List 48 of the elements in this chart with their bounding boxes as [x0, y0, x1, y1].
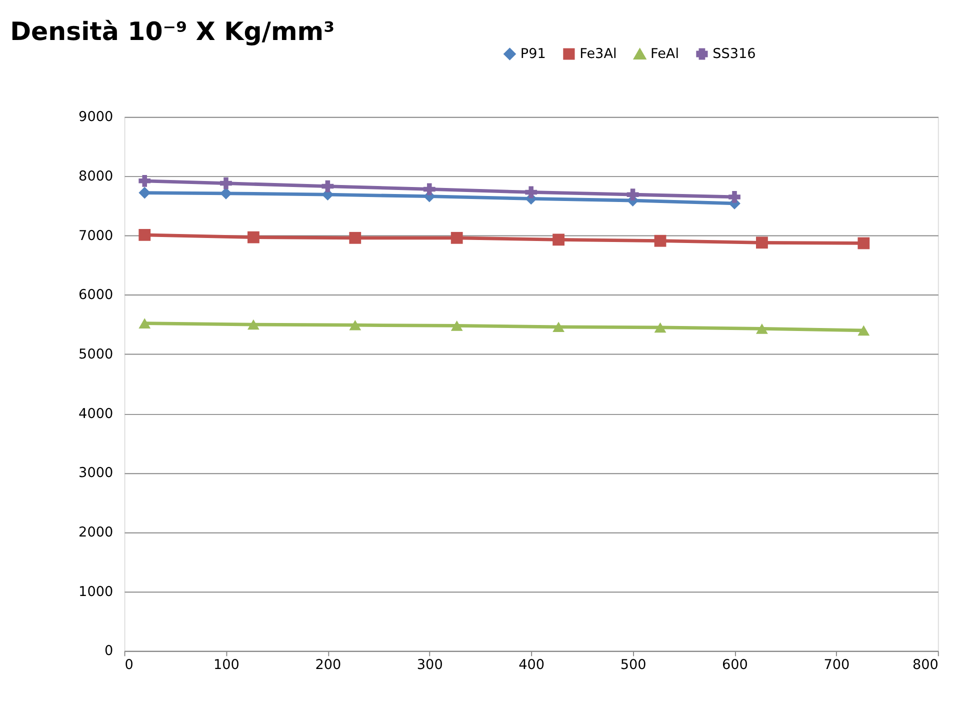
point: [654, 322, 666, 333]
point: [525, 186, 538, 198]
point: [858, 325, 870, 336]
point: [138, 186, 151, 199]
point: [756, 236, 768, 249]
y-tick-label: 6000: [78, 287, 114, 304]
chart-title: Densità 10⁻⁹ X Kg/mm³: [10, 17, 335, 46]
point: [858, 237, 870, 250]
point: [138, 174, 151, 187]
y-tick-label: 9000: [78, 109, 114, 126]
point: [247, 231, 260, 244]
y-tick-label: 7000: [78, 228, 114, 244]
y-tick-label: 0: [104, 643, 114, 660]
legend-label: P91: [520, 46, 546, 62]
point: [552, 322, 564, 332]
point: [247, 319, 260, 330]
y-tick-label: 8000: [78, 168, 114, 185]
x-tick-label: 800: [912, 656, 938, 673]
y-tick-label: 2000: [78, 524, 114, 541]
point: [322, 180, 334, 192]
x-tick-label: 200: [315, 656, 342, 673]
point: [626, 188, 639, 201]
point: [423, 183, 436, 196]
legend-label: Fe3Al: [580, 46, 617, 62]
x-tick-label: 400: [518, 656, 545, 673]
y-tick-label: 3000: [78, 465, 114, 482]
legend-label: SS316: [712, 46, 756, 62]
point: [220, 177, 232, 190]
point: [349, 320, 362, 330]
x-tick-label: 100: [214, 656, 240, 673]
point: [552, 234, 564, 246]
y-tick-label: 1000: [78, 584, 114, 600]
point: [349, 232, 362, 244]
x-tick-label: 700: [824, 656, 850, 673]
point: [450, 320, 463, 331]
point: [728, 191, 740, 203]
y-tick-label: 5000: [78, 346, 114, 363]
x-tick-label: 300: [416, 656, 443, 673]
y-tick-label: 4000: [78, 406, 114, 422]
point: [756, 324, 768, 334]
point: [450, 232, 463, 244]
point: [138, 318, 151, 328]
point: [138, 228, 151, 241]
x-tick-label: 600: [722, 656, 748, 673]
point: [654, 234, 666, 247]
x-tick-label: 0: [124, 656, 134, 673]
legend-label: FeAl: [650, 46, 679, 62]
x-tick-label: 500: [620, 656, 646, 673]
